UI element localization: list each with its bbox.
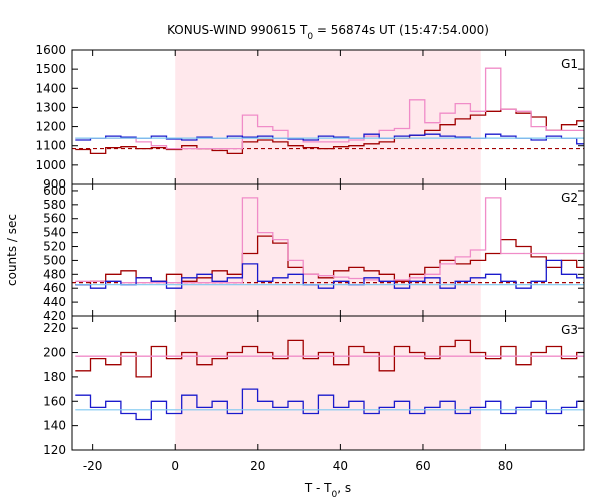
panel-label: G2 <box>561 191 578 205</box>
x-tick-label: -20 <box>83 459 103 473</box>
series-blue-step <box>75 133 584 145</box>
y-tick-label: 1400 <box>35 81 66 95</box>
chart-title: KONUS-WIND 990615 T0 = 56874s UT (15:47:… <box>167 23 489 42</box>
y-tick-label: 1200 <box>35 120 66 134</box>
xlabel-rest: , s <box>337 481 351 495</box>
panel-label: G3 <box>561 323 578 337</box>
x-tick-label: 0 <box>171 459 179 473</box>
y-axis-label: counts / sec <box>5 214 19 286</box>
title-rest: = 56874s UT (15:47:54.000) <box>313 23 489 37</box>
x-tick-label: 60 <box>415 459 430 473</box>
series-pink-step <box>75 197 584 284</box>
y-tick-label: 1000 <box>35 158 66 172</box>
x-tick-label: 80 <box>498 459 513 473</box>
y-tick-label: 560 <box>43 212 66 226</box>
y-tick-label: 520 <box>43 240 66 254</box>
title-main: KONUS-WIND 990615 T <box>167 23 308 37</box>
xlabel-subscript: 0 <box>332 490 338 500</box>
x-tick-label: 20 <box>250 459 265 473</box>
y-tick-label: 200 <box>43 346 66 360</box>
y-tick-label: 440 <box>43 295 66 309</box>
y-tick-label: 500 <box>43 253 66 267</box>
series-red-step <box>75 339 584 378</box>
y-tick-label: 900 <box>43 177 66 191</box>
y-tick-label: 1300 <box>35 100 66 114</box>
y-tick-label: 1500 <box>35 62 66 76</box>
y-tick-label: 480 <box>43 267 66 281</box>
plot-layer: 9001000110012001300140015001600G14204404… <box>35 43 585 473</box>
panel-label: G1 <box>561 57 578 71</box>
y-tick-label: 1600 <box>35 43 66 57</box>
xlabel-main: T - T <box>304 481 332 495</box>
panel-g3: 120 140 160 180 200 220 G3 <box>43 315 585 457</box>
panel-g1: 900 1000 1100 1200 1300 1400 1500 1600 G1 <box>35 43 585 191</box>
y-tick-label: 160 <box>43 394 66 408</box>
series-pink-step <box>75 67 584 150</box>
y-tick-label: 460 <box>43 281 66 295</box>
panel-frame <box>71 315 585 451</box>
y-tick-label: 140 <box>43 419 66 433</box>
burst-interval-shade <box>175 50 481 450</box>
y-tick-label: 420 <box>43 309 66 323</box>
y-tick-label: 600 <box>43 184 66 198</box>
y-tick-label: 220 <box>43 321 66 335</box>
y-tick-label: 180 <box>43 370 66 384</box>
series-blue-step <box>75 388 584 421</box>
y-tick-label: 540 <box>43 226 66 240</box>
y-tick-label: 120 <box>43 443 66 457</box>
y-tick-label: 1100 <box>35 139 66 153</box>
x-tick-label: 40 <box>333 459 348 473</box>
y-tick-label: 580 <box>43 198 66 212</box>
x-axis-label: T - T0, s <box>304 481 351 500</box>
title-subscript: 0 <box>307 32 313 42</box>
